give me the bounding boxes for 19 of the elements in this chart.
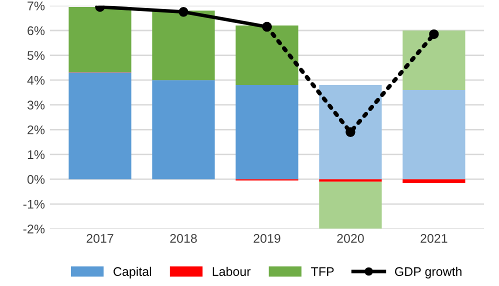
y-tick-label: 0% xyxy=(27,175,45,184)
y-tick-label: 1% xyxy=(28,150,45,160)
y-tick-label: 6% xyxy=(28,26,45,36)
legend-label: Labour xyxy=(212,266,251,276)
x-tick-label: 2021 xyxy=(420,234,448,243)
x-tick-label: 2019 xyxy=(254,234,280,243)
legend-label: TFP xyxy=(311,267,334,276)
x-tick-label: 2018 xyxy=(170,234,197,243)
y-tick-label: -1% xyxy=(23,200,45,209)
y-tick-label: 4% xyxy=(27,76,45,85)
y-tick-label: 3% xyxy=(27,100,45,110)
legend-label: Capital xyxy=(114,266,152,278)
y-tick-label: -2% xyxy=(23,224,45,234)
y-tick-label: 5% xyxy=(27,51,45,60)
x-tick-label: 2020 xyxy=(337,234,364,243)
x-tick-label: 2017 xyxy=(86,234,114,243)
legend-label: GDP growth xyxy=(395,266,462,278)
y-tick-label: 2% xyxy=(28,125,45,134)
y-tick-label: 7% xyxy=(28,2,45,10)
